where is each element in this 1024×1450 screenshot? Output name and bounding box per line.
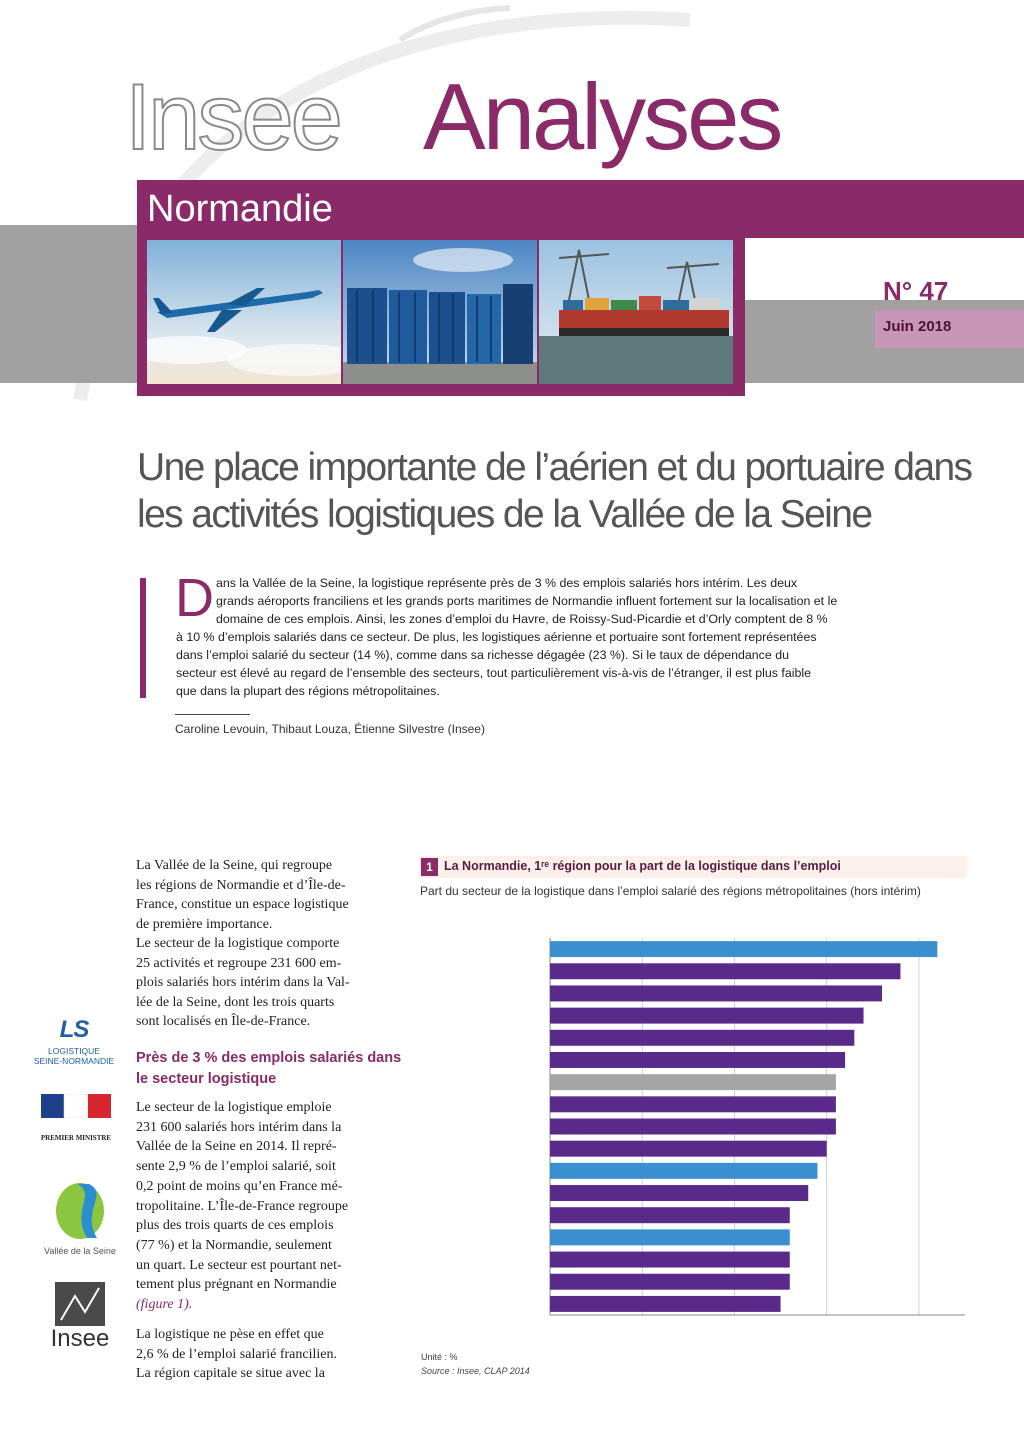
body-line: plois salariés hors intérim dans la Val-	[136, 975, 350, 990]
chart-bar	[550, 1162, 818, 1179]
chart-bar	[550, 1118, 836, 1135]
chart-bar	[550, 1140, 827, 1157]
chart-bar	[550, 1273, 790, 1290]
brand-analyses: Analyses	[423, 64, 783, 169]
figure-source: Source : Insee, CLAP 2014	[421, 1366, 530, 1376]
figure-link[interactable]: (figure 1).	[136, 1297, 193, 1312]
chart-bar	[550, 1295, 781, 1312]
issue-date: Juin 2018	[883, 318, 952, 335]
author-rule	[175, 714, 250, 715]
lead-accent-bar	[140, 578, 146, 698]
body-line: lée de la Seine, dont les trois quarts	[136, 994, 335, 1010]
vallee-seine-icon	[56, 1183, 104, 1239]
insee-logo: Insee	[40, 1282, 120, 1352]
lead-line: à 10 % d’emplois salariés dans ce secteu…	[176, 630, 817, 644]
chart-bar	[550, 1251, 790, 1268]
body-line: 0,2 point de moins qu’en France mé-	[136, 1178, 343, 1194]
body-line: France, constitue un espace logistique	[136, 897, 349, 912]
body-line: sont localisés en Île-de-France.	[136, 1014, 311, 1029]
lead-line: domaine de ces emplois. Ainsi, les zones…	[216, 612, 828, 626]
ls-logo-mark: LS	[59, 1016, 90, 1043]
chart-bar	[550, 1185, 809, 1202]
chart-bar	[550, 1051, 846, 1068]
insee-emblem-icon	[55, 1282, 105, 1326]
body-line: sente 2,9 % de l’emploi salarié, soit	[136, 1159, 336, 1175]
figure-subtitle: Part du secteur de la logistique dans l’…	[420, 884, 921, 898]
insee-logo-text: Insee	[50, 1325, 110, 1352]
body-line: un quart. Le secteur est pourtant net-	[136, 1257, 342, 1273]
chart-bar	[550, 1207, 790, 1224]
government-name: PREMIER MINISTRE	[40, 1134, 112, 1142]
body-line: tropolitaine. L’Île-de-France regroupe	[136, 1198, 349, 1214]
ls-logo-line2: SEINE-NORMANDIE	[33, 1056, 115, 1066]
chart-bar	[550, 985, 882, 1002]
container-ship-icon	[539, 240, 733, 384]
body-line: 231 600 salariés hors intérim dans la	[136, 1119, 342, 1135]
marianne-flag-icon	[41, 1094, 111, 1118]
lead-line: que dans la plupart des régions métropol…	[176, 684, 440, 698]
lead-line: ans la Vallée de la Seine, la logistique…	[216, 576, 798, 590]
ls-logo: LS LOGISTIQUE SEINE-NORMANDIE	[22, 1016, 126, 1066]
region-name: Normandie	[147, 188, 333, 230]
airplane-icon	[147, 240, 341, 384]
article-title: Une place importante de l’aérien et du p…	[137, 446, 973, 536]
chart-bar	[550, 963, 901, 980]
lead-line: secteur est élevé au regard de l’ensembl…	[176, 666, 811, 680]
section-heading: Près de 3 % des emplois salariés dans le…	[136, 1050, 402, 1087]
issue-date-band	[875, 310, 1024, 348]
airplane-photo	[147, 240, 341, 384]
issue-number: N° 47	[883, 276, 949, 306]
regional-logistics-bar-chart	[549, 938, 965, 1316]
body-line: plus des trois quarts de ces emplois	[136, 1218, 334, 1234]
body-line: Le secteur de la logistique comporte	[136, 936, 340, 951]
body-line: La logistique ne pèse en effet que	[136, 1327, 324, 1342]
ship-photo	[539, 240, 733, 384]
chart-bar	[550, 1007, 864, 1024]
lead-line: grands aéroports franciliens et les gran…	[216, 594, 838, 608]
ls-logo-line1: LOGISTIQUE	[48, 1046, 100, 1056]
figure-title: La Normandie, 1ʳᵉ région pour la part de…	[444, 859, 841, 873]
body-line: 25 activités et regroupe 231 600 em-	[136, 955, 342, 971]
body-line: (77 %) et la Normandie, seulement	[136, 1237, 332, 1253]
body-line: 2,6 % de l’emploi salarié francilien.	[136, 1346, 337, 1362]
chart-bar	[550, 1229, 790, 1246]
containers-photo	[343, 240, 537, 384]
chart-bar	[550, 941, 938, 958]
chart-bar	[550, 1029, 855, 1046]
shipping-containers-icon	[343, 240, 537, 384]
vallee-de-la-seine-logo: Vallée de la Seine	[40, 1180, 120, 1256]
figure-header	[419, 856, 967, 878]
body-line: Le secteur de la logistique emploie	[136, 1100, 332, 1115]
figure-number: 1	[421, 858, 438, 876]
chart-bar	[550, 1096, 836, 1113]
authors: Caroline Levouin, Thibaut Louza, Étienne…	[175, 722, 485, 736]
body-line: Vallée de la Seine en 2014. Il repré-	[136, 1139, 337, 1155]
body-line: de première importance.	[136, 916, 273, 932]
body-line: La région capitale se situe avec la	[136, 1366, 325, 1381]
vallee-seine-text: Vallée de la Seine	[44, 1246, 116, 1256]
lead-line: dans l’emploi salarié du secteur (14 %),…	[176, 648, 789, 662]
lead-dropcap: D	[175, 568, 214, 628]
body-line: La Vallée de la Seine, qui regroupe	[136, 858, 333, 873]
issue-box	[875, 238, 1024, 300]
chart-bar	[550, 1074, 836, 1091]
figure-unit: Unité : %	[421, 1352, 458, 1362]
body-line: les régions de Normandie et d’Île-de-	[136, 877, 346, 893]
masthead-purple-band	[137, 180, 1024, 238]
body-line: tement plus prégnant en Normandie	[136, 1277, 337, 1293]
brand-insee: Insee	[124, 64, 344, 169]
masthead-grey-band	[0, 225, 137, 383]
government-logo: PREMIER MINISTRE	[26, 1094, 126, 1142]
